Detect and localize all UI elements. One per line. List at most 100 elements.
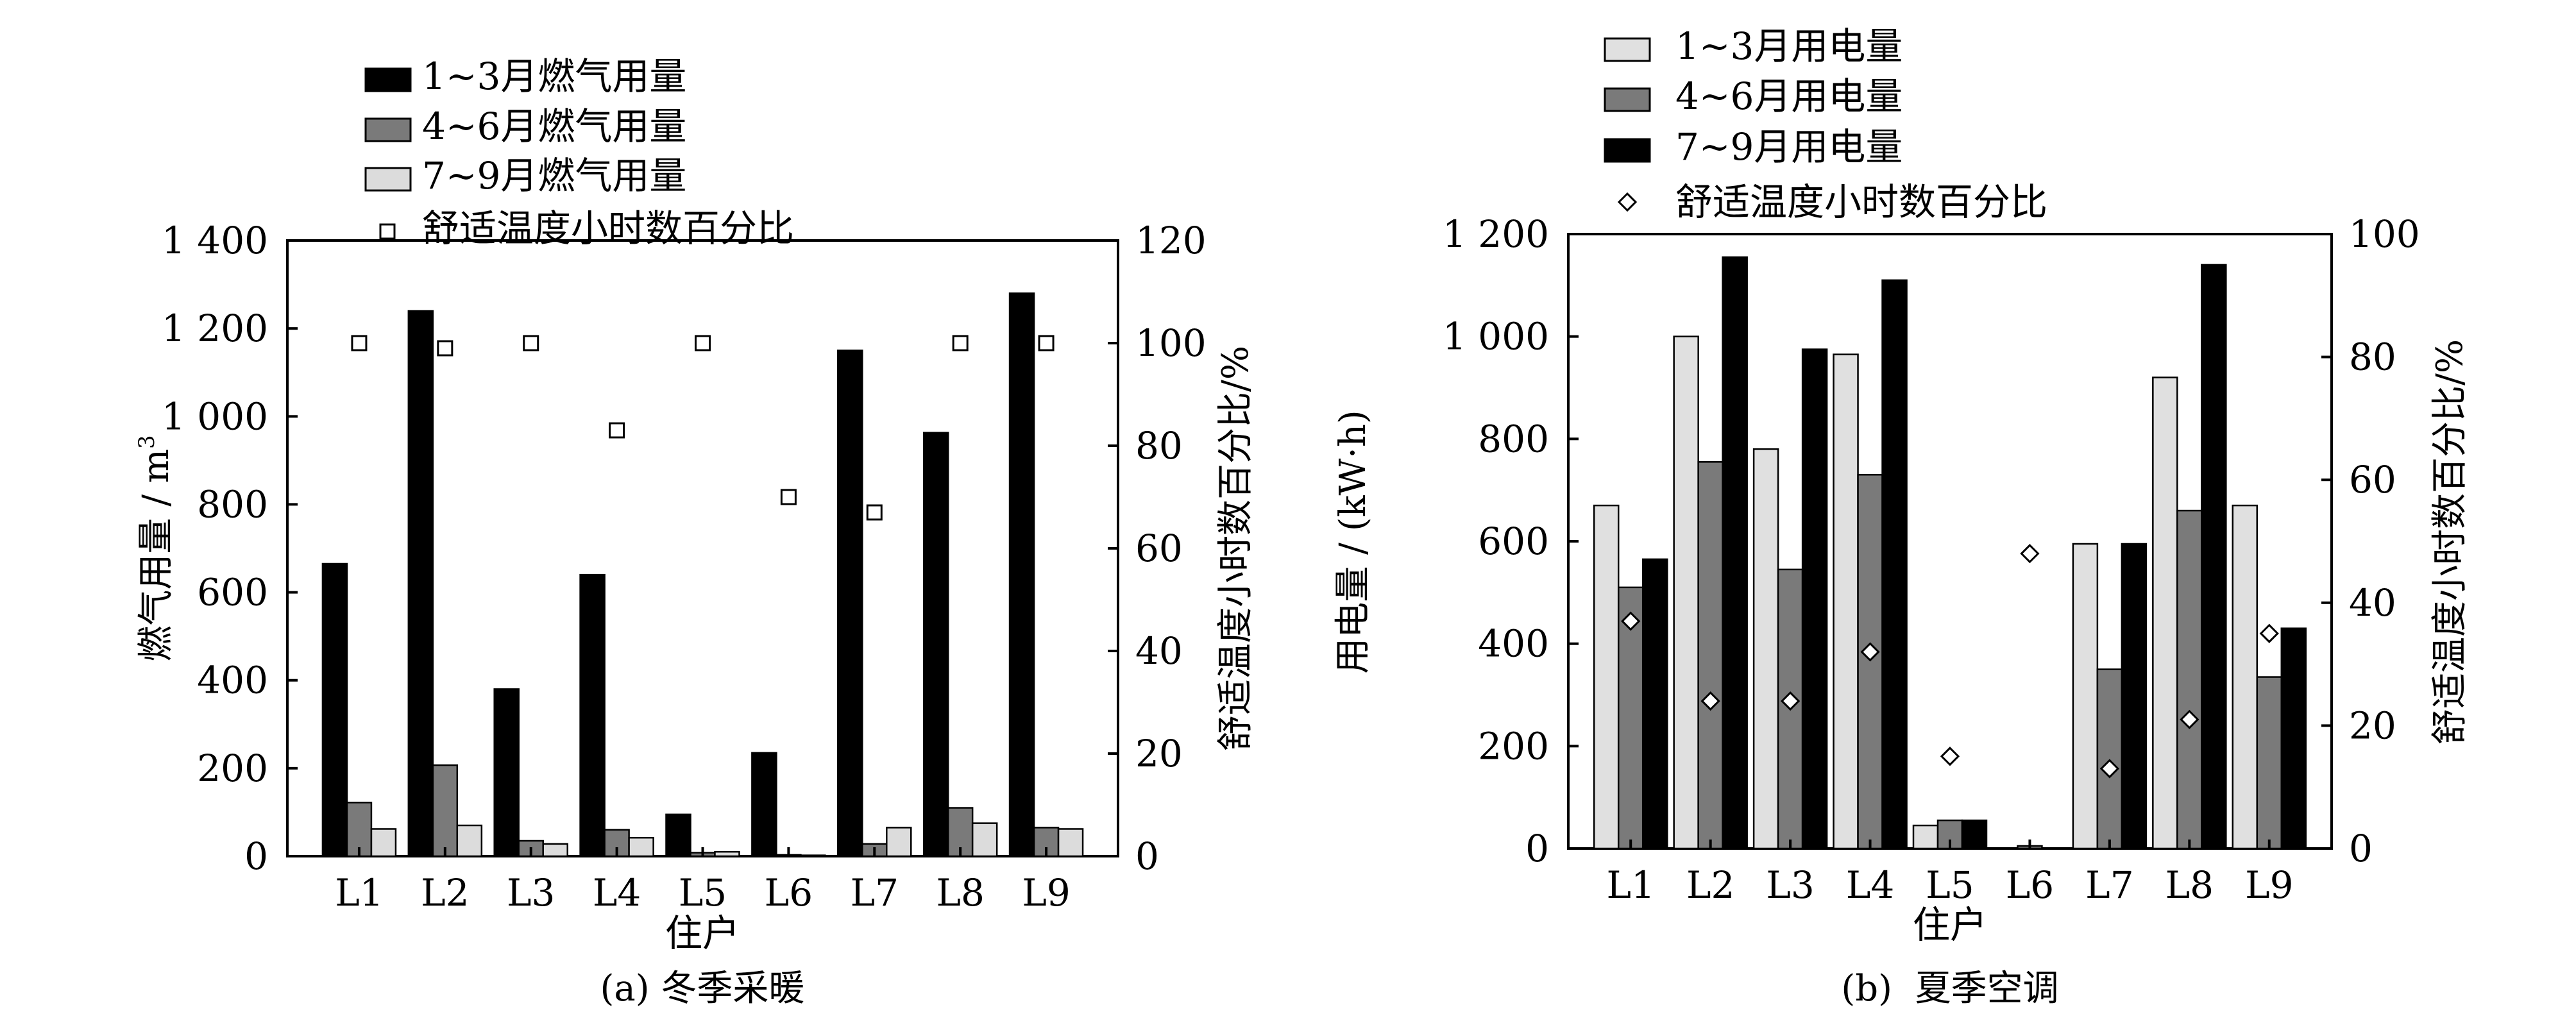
x-tick-label: L8: [936, 871, 984, 915]
scatter-point: [780, 489, 797, 505]
x-tick-label: L3: [507, 871, 555, 915]
chart-a-ylabel-text: 燃气用量 / m: [135, 449, 177, 662]
y-tick-label: 1 400: [162, 219, 268, 262]
y2-tick-label: 80: [2349, 335, 2396, 379]
bar: [2096, 668, 2123, 850]
bar: [1008, 292, 1035, 857]
bar: [1593, 504, 1620, 850]
bar: [1697, 461, 1724, 850]
y-tick-label: 400: [1478, 622, 1549, 666]
x-tick-label: L3: [1766, 863, 1814, 907]
chart-b-y2-axis: 0 20 40 60 80 100: [2321, 212, 2420, 870]
bar: [579, 573, 606, 857]
chart-b-caption: (b) 夏季空调: [1841, 968, 2058, 1009]
chart-b-y-axis: 0 200 400 600 800 1 000 1 200: [1443, 212, 1579, 870]
chart-a-scatter: [351, 335, 1055, 521]
y-tick-label: 400: [197, 659, 268, 702]
bar: [2256, 676, 2283, 850]
chart-b-legend-label-2: 4~6月用电量: [1675, 74, 1902, 118]
scatter-point: [1621, 611, 1641, 631]
y2-tick-label: 100: [1135, 321, 1207, 365]
x-tick-label: L2: [1686, 863, 1734, 907]
y2-tick-label: 20: [2349, 704, 2396, 747]
scatter-point: [1780, 691, 1801, 711]
y2-tick-label: 20: [1135, 732, 1183, 775]
x-tick-label: L7: [851, 871, 899, 915]
x-tick-label: L4: [1846, 863, 1894, 907]
scatter-point: [351, 335, 368, 351]
bar: [2280, 627, 2307, 850]
chart-b-ylabel: 用电量 / (kW·h): [1332, 410, 1374, 674]
chart-a-legend-swatch-3: [364, 167, 412, 192]
chart-b-bars: [1593, 256, 2307, 850]
x-tick-label: L5: [1926, 863, 1974, 907]
y-tick-label: 200: [1478, 724, 1549, 768]
y2-tick-label: 40: [2349, 581, 2396, 625]
y2-tick-label: 0: [1135, 834, 1159, 878]
bar: [2176, 509, 2203, 850]
y-tick-label: 1 000: [1443, 315, 1549, 359]
y-tick-label: 0: [1525, 827, 1549, 870]
bar: [456, 824, 483, 857]
chart-a-legend-label-1: 1~3月燃气用量: [422, 55, 686, 98]
x-tick-label: L6: [765, 871, 813, 915]
bar: [1857, 473, 1883, 850]
chart-a-legend-marker: [379, 223, 396, 240]
chart-b-x-axis: L1 L2 L3 L4 L5 L6 L7 L8 L9: [1607, 840, 2293, 907]
scatter-point: [1038, 335, 1055, 351]
chart-b-legend-label-4: 舒适温度小时数百分比: [1675, 180, 2047, 224]
bar: [370, 828, 397, 857]
bar: [751, 752, 777, 857]
bar: [2201, 264, 2227, 850]
scatter-point: [2020, 544, 2040, 564]
chart-a-legend-label-4: 舒适温度小时数百分比: [422, 207, 794, 250]
chart-b-legend-label-1: 1~3月用电量: [1675, 24, 1902, 68]
y-tick-label: 1 000: [162, 394, 268, 438]
bar: [1752, 448, 1779, 850]
bar: [1833, 353, 1859, 850]
chart-a-legend-label-3: 7~9月燃气用量: [422, 154, 686, 198]
chart-b-legend-swatch-1: [1604, 37, 1651, 62]
y-tick-label: 200: [197, 747, 268, 790]
bar: [971, 822, 998, 857]
chart-b-y2label: 舒适温度小时数百分比/%: [2429, 339, 2471, 745]
y2-tick-label: 60: [1135, 527, 1183, 570]
x-tick-label: L9: [1022, 871, 1070, 915]
bar: [432, 764, 459, 857]
x-tick-label: L4: [593, 871, 641, 915]
x-tick-label: L6: [2006, 863, 2054, 907]
chart-a-ylabel-sup: 3: [134, 435, 160, 449]
scatter-point: [952, 335, 969, 351]
bar: [321, 562, 348, 857]
bar: [407, 310, 434, 857]
y-tick-label: 800: [197, 482, 268, 526]
bar: [1641, 558, 1668, 850]
chart-b-legend: 1~3月用电量 4~6月用电量 7~9月用电量 舒适温度小时数百分比: [1604, 24, 2047, 224]
bar: [2152, 376, 2178, 850]
y-tick-label: 0: [244, 834, 268, 878]
chart-b-legend-swatch-3: [1604, 138, 1651, 163]
scatter-point: [1940, 747, 1960, 766]
bar: [886, 827, 912, 857]
scatter-point: [2180, 709, 2199, 729]
x-tick-label: L9: [2245, 863, 2293, 907]
bar: [1961, 819, 1988, 850]
y-tick-label: 800: [1478, 417, 1549, 460]
y2-tick-label: 40: [1135, 629, 1183, 673]
bar: [628, 836, 654, 857]
chart-a-legend-swatch-2: [364, 117, 412, 142]
bar: [837, 350, 863, 857]
chart-a-y2-axis: 0 20 40 60 80 100 120: [1108, 219, 1207, 878]
chart-b-legend-label-3: 7~9月用电量: [1675, 125, 1902, 169]
chart-a-legend-label-2: 4~6月燃气用量: [422, 105, 686, 148]
chart-b-xlabel: 住户: [1913, 903, 1987, 947]
scatter-point: [609, 422, 625, 439]
chart-a-legend-swatch-1: [364, 67, 412, 92]
bar: [922, 432, 949, 857]
chart-a-legend: 1~3月燃气用量 4~6月燃气用量 7~9月燃气用量 舒适温度小时数百分比: [364, 55, 794, 250]
x-tick-label: L1: [1607, 863, 1655, 907]
chart-a-caption: (a) 冬季采暖: [600, 968, 805, 1009]
chart-a-bars: [321, 292, 1084, 857]
bar: [665, 813, 691, 857]
